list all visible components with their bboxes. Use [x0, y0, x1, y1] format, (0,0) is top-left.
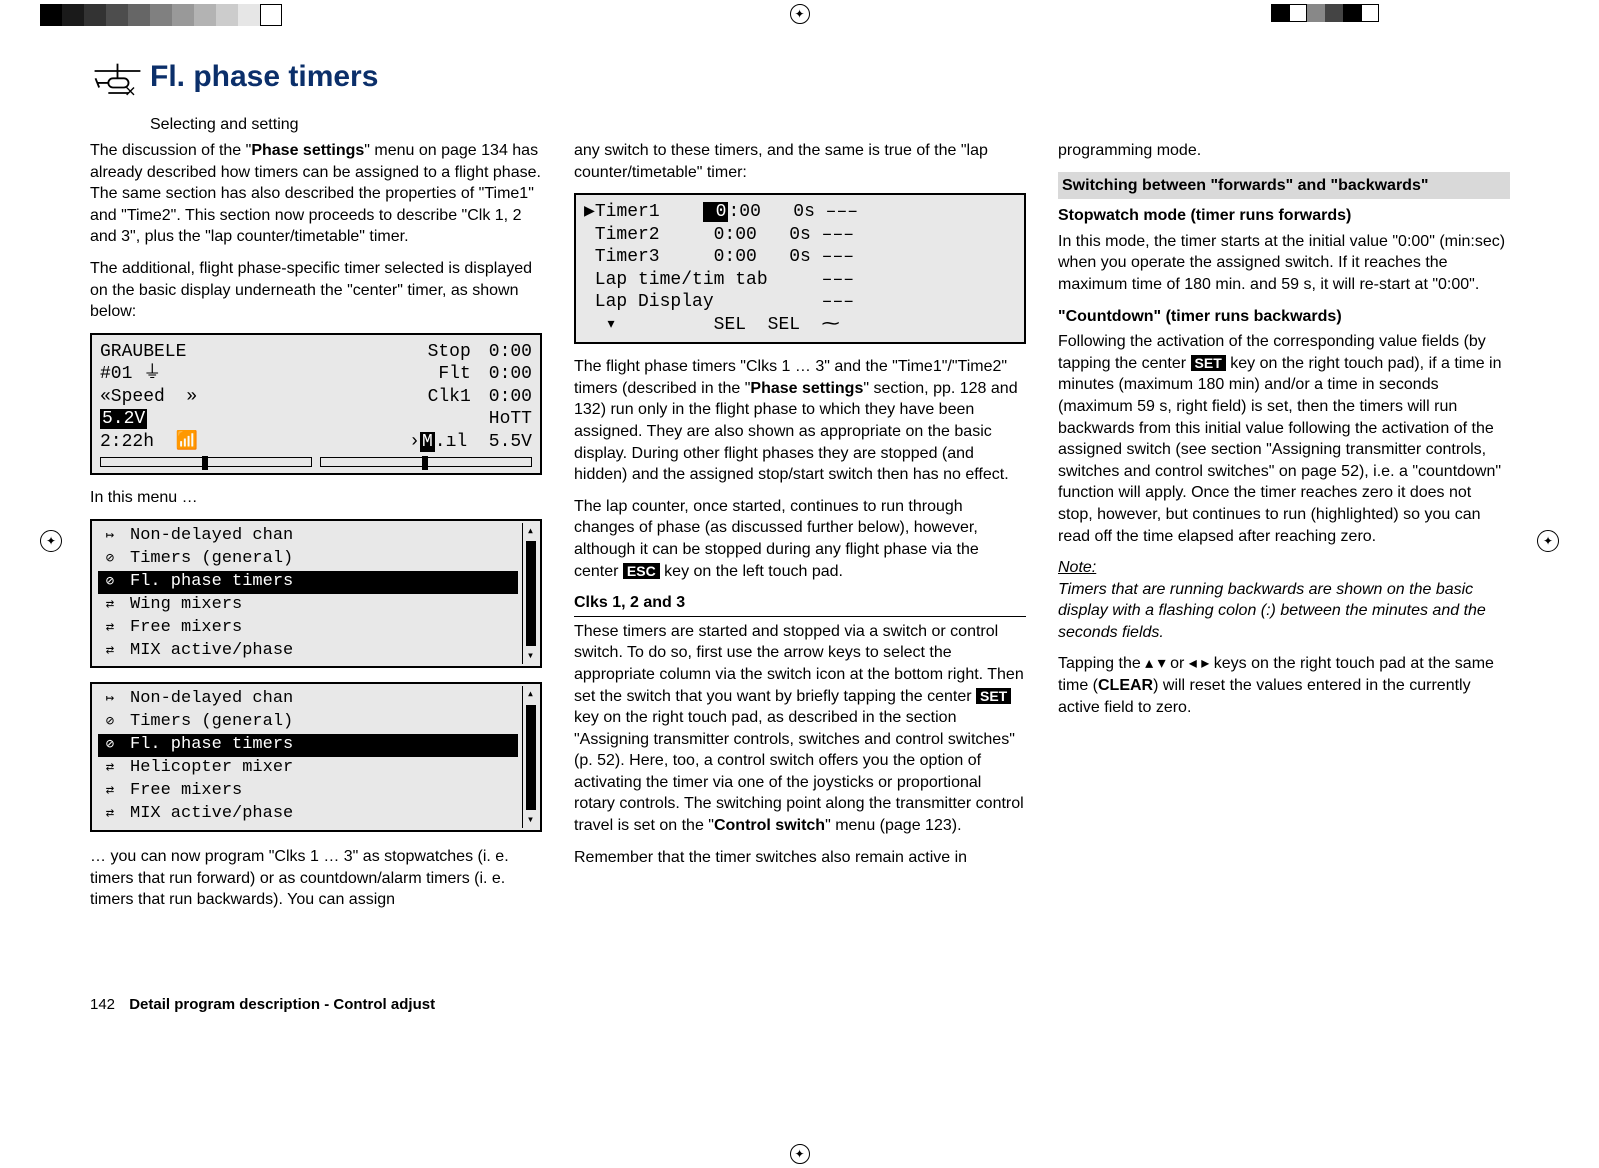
c3-section-bar: Switching between "forwards" and "backwa… [1058, 172, 1510, 200]
c1-paragraph-2: The additional, flight phase-specific ti… [90, 258, 542, 323]
c2-paragraph-4: These timers are started and stopped via… [574, 621, 1026, 837]
c3-note: Note: Timers that are running backwards … [1058, 557, 1510, 643]
c2-subhead-clks: Clks 1, 2 and 3 [574, 592, 1026, 617]
timer-list-lcd: ▶Timer1 0:00 0s ––– Timer2 0:00 0s ––– T… [574, 193, 1026, 344]
page-number: 142 [90, 996, 115, 1013]
c3-subhead-1: Stopwatch mode (timer runs forwards) [1058, 205, 1510, 227]
c3-paragraph-3: Following the activation of the correspo… [1058, 331, 1510, 547]
menu-lcd-a: ↦Non-delayed chan ⊘Timers (general) ⊘Fl.… [90, 519, 542, 669]
columns: The discussion of the "Phase settings" m… [90, 140, 1510, 921]
page-title: Fl. phase timers [150, 60, 378, 94]
c1-paragraph-1: The discussion of the "Phase settings" m… [90, 140, 542, 248]
c1-paragraph-4: … you can now program "Clks 1 … 3" as st… [90, 846, 542, 911]
c3-paragraph-4: Tapping the ▴ ▾ or ◂ ▸ keys on the right… [1058, 653, 1510, 718]
set-key: SET [976, 688, 1011, 704]
registration-top: ✦ [0, 0, 1599, 30]
column-2: any switch to these timers, and the same… [574, 140, 1026, 921]
c3-paragraph-2: In this mode, the timer starts at the in… [1058, 231, 1510, 296]
c3-subhead-2: "Countdown" (timer runs backwards) [1058, 306, 1510, 328]
basic-display-lcd: GRAUBELEStop0:00 #01 ⏚Flt0:00 «Speed »Cl… [90, 333, 542, 476]
registration-target-left: ✦ [40, 530, 62, 552]
scroll-b: ▴▾ [522, 686, 538, 828]
set-key-2: SET [1191, 355, 1226, 371]
registration-target-right: ✦ [1537, 530, 1559, 552]
menu-lcd-b: ↦Non-delayed chan ⊘Timers (general) ⊘Fl.… [90, 682, 542, 832]
c2-paragraph-2: The flight phase timers "Clks 1 … 3" and… [574, 356, 1026, 486]
page-subtitle: Selecting and setting [150, 116, 299, 134]
c2-paragraph-5: Remember that the timer switches also re… [574, 847, 1026, 869]
c3-paragraph-1: programming mode. [1058, 140, 1510, 162]
color-strip [1271, 4, 1379, 22]
column-1: The discussion of the "Phase settings" m… [90, 140, 542, 921]
esc-key: ESC [623, 563, 660, 579]
helicopter-icon [90, 60, 145, 115]
registration-target-top: ✦ [790, 4, 810, 24]
grayscale-strip [40, 4, 282, 26]
registration-bottom: ✦ [0, 1138, 1599, 1168]
footer-title: Detail program description - Control adj… [129, 996, 435, 1013]
scroll-a: ▴▾ [522, 523, 538, 665]
c2-paragraph-1: any switch to these timers, and the same… [574, 140, 1026, 183]
c2-paragraph-3: The lap counter, once started, continues… [574, 496, 1026, 582]
page-footer: 142 Detail program description - Control… [90, 996, 435, 1013]
registration-target-bottom: ✦ [790, 1144, 810, 1164]
c1-paragraph-3: In this menu … [90, 487, 542, 509]
column-3: programming mode. Switching between "for… [1058, 140, 1510, 921]
